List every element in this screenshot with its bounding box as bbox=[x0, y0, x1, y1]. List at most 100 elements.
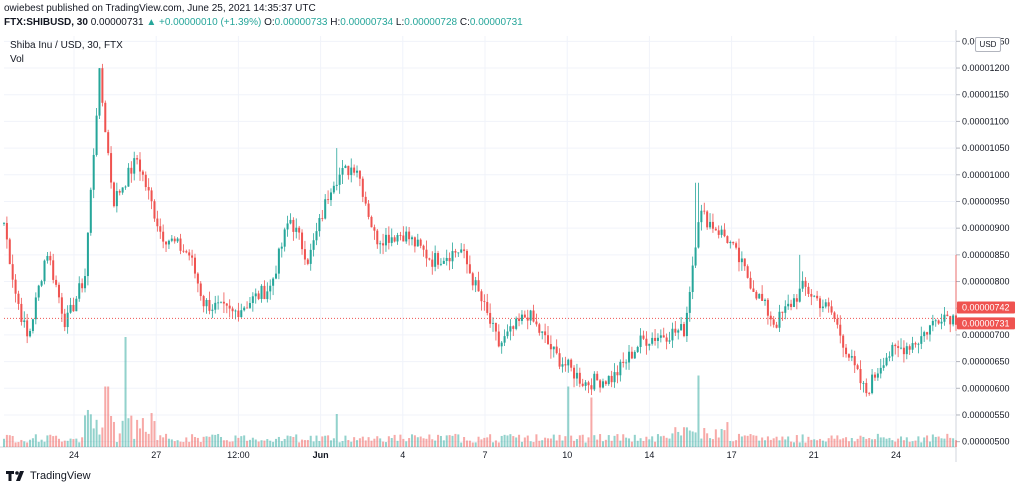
volume-bar bbox=[882, 437, 885, 447]
volume-bar bbox=[295, 434, 298, 447]
volume-bar bbox=[254, 439, 257, 447]
candle-body bbox=[144, 174, 147, 188]
open-label: O: bbox=[264, 17, 275, 28]
candle-body bbox=[295, 227, 298, 232]
candle-body bbox=[257, 293, 260, 299]
volume-bar bbox=[674, 427, 677, 447]
candle-body bbox=[437, 253, 440, 265]
volume-bar bbox=[399, 434, 402, 447]
candle-body bbox=[688, 292, 691, 313]
series-title[interactable]: Shiba Inu / USD, 30, FTX bbox=[10, 40, 123, 51]
candle-body bbox=[269, 285, 272, 292]
x-tick-label: 27 bbox=[151, 450, 161, 460]
candle-body bbox=[373, 227, 376, 231]
volume-bar bbox=[468, 440, 471, 447]
volume-bar bbox=[804, 442, 807, 447]
volume-bar bbox=[246, 440, 249, 447]
volume-bar bbox=[833, 438, 836, 447]
volume-bar bbox=[130, 415, 133, 447]
volume-bar bbox=[312, 441, 315, 447]
candle-body bbox=[717, 230, 720, 235]
volume-bar bbox=[402, 438, 405, 447]
footer-brand[interactable]: TradingView bbox=[6, 470, 91, 482]
candle-body bbox=[766, 299, 769, 316]
volume-bar bbox=[480, 439, 483, 447]
candle-body bbox=[937, 320, 940, 324]
candle-body bbox=[885, 357, 888, 366]
candle-body bbox=[871, 374, 874, 394]
candle-body bbox=[500, 342, 503, 347]
candle-body bbox=[587, 382, 590, 386]
volume-bar bbox=[199, 442, 202, 447]
volume-bar bbox=[272, 441, 275, 447]
candle-body bbox=[133, 158, 136, 174]
volume-bar bbox=[382, 441, 385, 447]
volume-bar bbox=[176, 440, 179, 447]
volume-bar bbox=[636, 440, 639, 447]
volume-bar bbox=[335, 414, 338, 447]
price-tag-bg bbox=[957, 317, 1015, 330]
volume-bar bbox=[677, 431, 680, 447]
ohlc-header: FTX:SHIBUSD, 30 0.00000731 ▲ +0.00000010… bbox=[4, 17, 523, 28]
candle-body bbox=[613, 372, 616, 383]
volume-bar bbox=[952, 438, 955, 447]
volume-bar bbox=[274, 438, 278, 447]
volume-bar bbox=[949, 437, 952, 447]
candle-body bbox=[263, 285, 266, 300]
candle-body bbox=[136, 158, 139, 160]
candle-body bbox=[199, 283, 202, 297]
volume-bar bbox=[599, 434, 602, 447]
y-tick-label: 0.00001150 bbox=[962, 90, 1009, 100]
y-tick-label: 0.00000800 bbox=[962, 277, 1010, 287]
currency-button[interactable]: USD bbox=[975, 37, 1001, 52]
volume-bar bbox=[379, 438, 382, 447]
candle-body bbox=[700, 210, 703, 223]
candle-body bbox=[862, 382, 865, 384]
volume-bar bbox=[34, 434, 37, 447]
candle-body bbox=[816, 295, 819, 299]
volume-bar bbox=[798, 442, 801, 447]
volume-legend[interactable]: Vol bbox=[10, 54, 24, 65]
volume-bar bbox=[633, 434, 636, 447]
author-name[interactable]: owiebest bbox=[4, 3, 44, 14]
volume-bar bbox=[625, 437, 628, 447]
candle-body bbox=[260, 285, 263, 299]
volume-bar bbox=[286, 435, 289, 447]
close-label: C: bbox=[459, 17, 470, 28]
volume-bar bbox=[159, 435, 162, 447]
candle-body bbox=[790, 303, 793, 307]
volume-bar bbox=[260, 440, 263, 447]
volume-bar bbox=[419, 436, 422, 447]
candle-body bbox=[332, 185, 335, 193]
volume-bar bbox=[665, 437, 668, 447]
volume-bar bbox=[329, 440, 332, 447]
open-value: 0.00000733 bbox=[274, 17, 328, 28]
candle-body bbox=[905, 346, 908, 355]
candle-body bbox=[573, 367, 576, 379]
candle-body bbox=[205, 299, 208, 307]
candle-body bbox=[865, 382, 868, 394]
candle-body bbox=[312, 240, 315, 250]
volume-bar bbox=[425, 438, 428, 447]
volume-bar bbox=[303, 440, 306, 447]
candle-body bbox=[396, 235, 399, 242]
volume-bar bbox=[694, 432, 697, 447]
candle-body bbox=[23, 320, 26, 323]
candle-body bbox=[5, 222, 8, 240]
volume-bar bbox=[555, 440, 558, 447]
volume-bar bbox=[764, 440, 767, 447]
candle-body bbox=[792, 298, 795, 307]
candle-body bbox=[506, 331, 509, 337]
volume-bar bbox=[196, 437, 199, 447]
volume-bar bbox=[344, 435, 347, 447]
candle-body bbox=[147, 187, 150, 191]
candle-body bbox=[477, 280, 480, 292]
volume-bar bbox=[604, 439, 607, 447]
candle-body bbox=[57, 284, 60, 298]
volume-bar bbox=[541, 440, 544, 447]
candle-body bbox=[43, 260, 46, 282]
volume-bar bbox=[387, 436, 390, 447]
candle-body bbox=[127, 167, 130, 187]
volume-bar bbox=[428, 434, 431, 447]
